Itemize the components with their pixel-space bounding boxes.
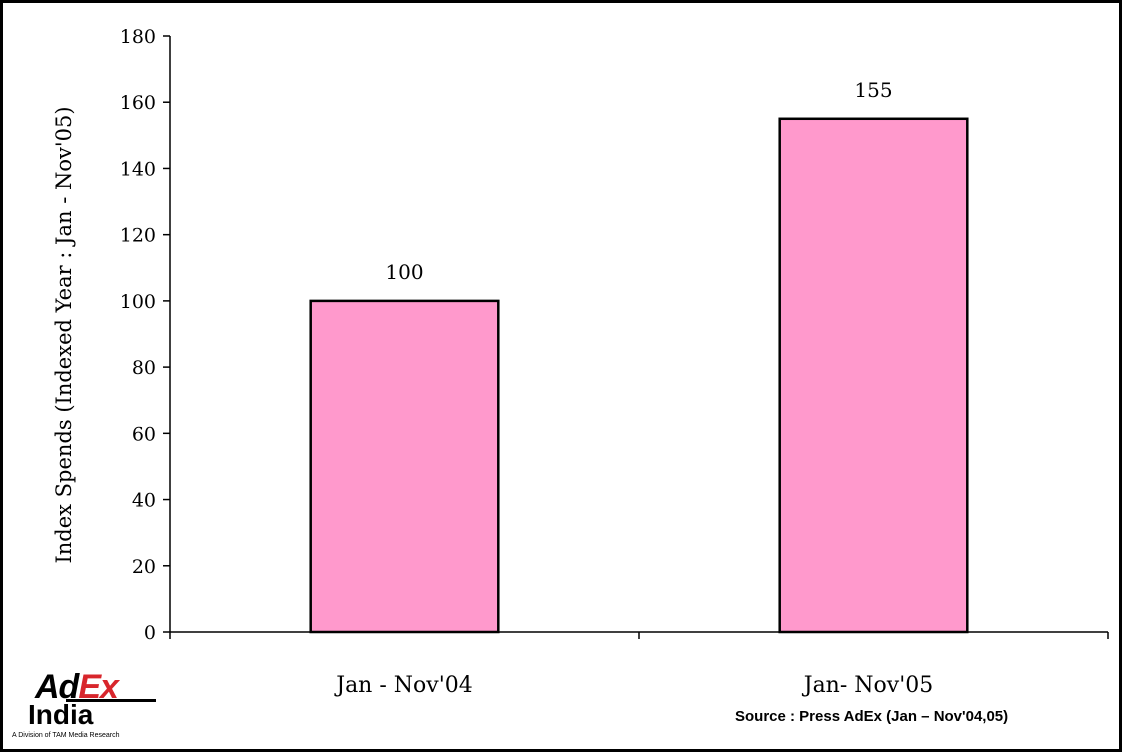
data-labels: 100 155 — [385, 78, 892, 284]
bar-value-label: 100 — [385, 260, 423, 284]
bar-value-label: 155 — [854, 78, 892, 102]
logo-arrow-bar — [66, 699, 156, 702]
bars — [309, 117, 969, 634]
logo-india-text: India — [28, 699, 94, 730]
y-tick-label: 40 — [132, 490, 156, 512]
y-axis-ticks: 0 20 40 60 80 100 120 140 160 180 — [120, 26, 171, 644]
y-axis-title: Index Spends (Indexed Year : Jan - Nov'0… — [52, 106, 76, 563]
source-note: Source : Press AdEx (Jan – Nov'04,05) — [735, 708, 1009, 725]
bar — [309, 299, 500, 634]
y-tick-label: 140 — [120, 158, 156, 180]
x-category-label: Jan- Nov'05 — [802, 673, 934, 698]
logo-tagline: A Division of TAM Media Research — [12, 732, 120, 739]
x-category-label: Jan - Nov'04 — [334, 673, 473, 698]
y-tick-label: 180 — [120, 26, 156, 48]
y-tick-label: 80 — [132, 357, 156, 379]
y-tick-label: 20 — [132, 556, 156, 578]
y-tick-label: 0 — [144, 622, 156, 644]
adex-india-logo: AdEx India A Division of TAM Media Resea… — [10, 668, 160, 748]
bar — [778, 117, 969, 634]
x-axis — [169, 631, 1109, 639]
y-tick-label: 120 — [120, 225, 156, 247]
x-axis-categories: Jan - Nov'04 Jan- Nov'05 — [334, 673, 933, 698]
y-tick-label: 100 — [120, 291, 156, 313]
y-tick-label: 60 — [132, 423, 156, 445]
y-tick-label: 160 — [120, 92, 156, 114]
